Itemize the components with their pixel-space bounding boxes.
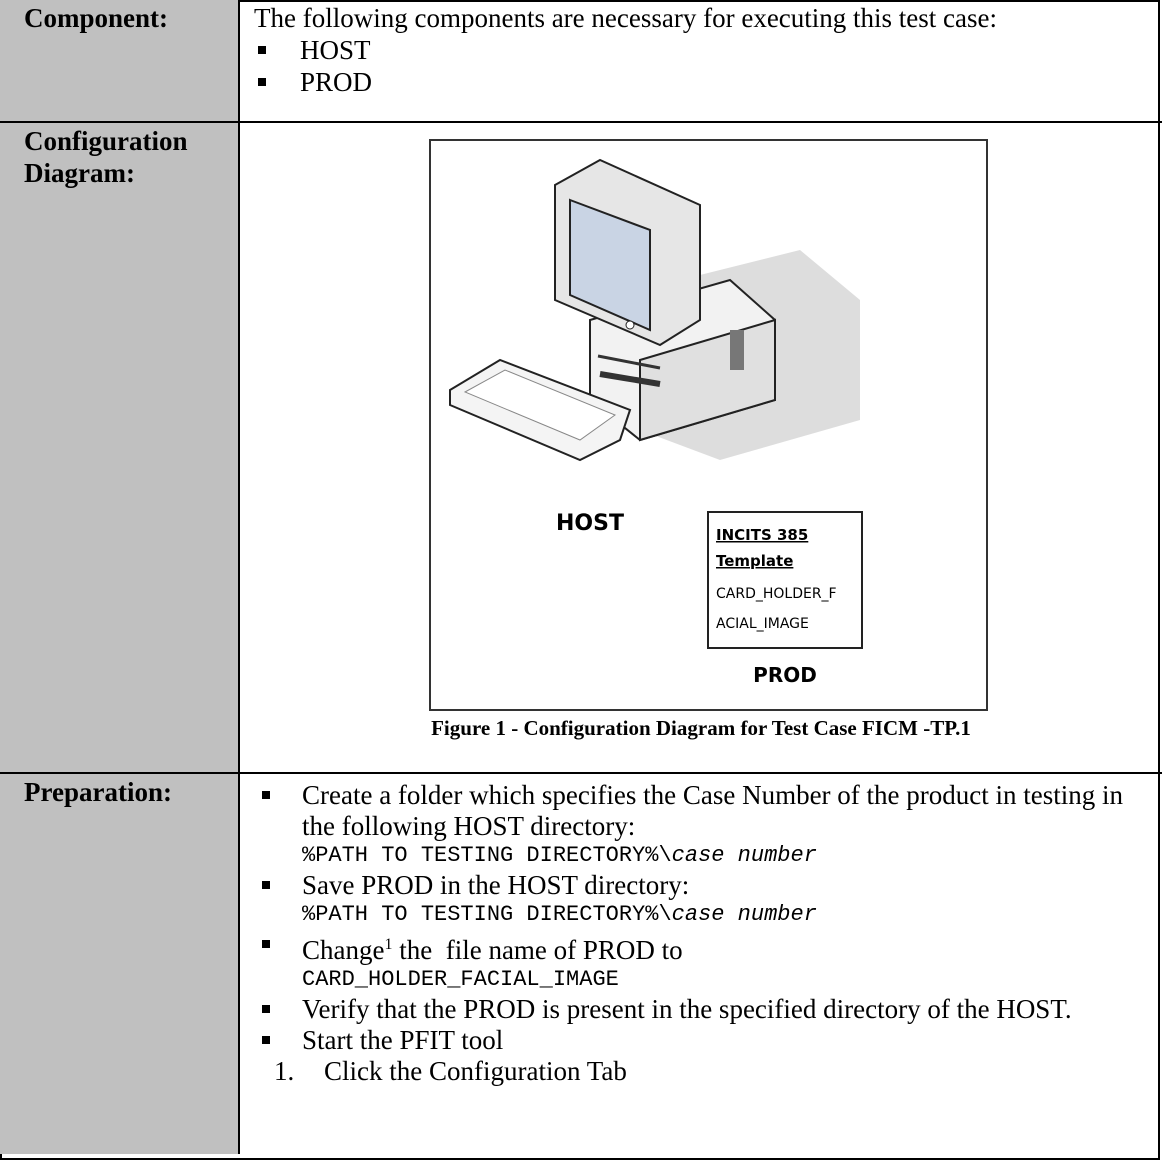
bullet	[258, 78, 266, 86]
prod-line: CARD_HOLDER_F	[716, 586, 837, 602]
bullet-text: Start the PFIT tool	[302, 1025, 504, 1055]
item-text: PROD	[300, 67, 373, 97]
content-cell: The following components are necessary f…	[240, 0, 1162, 98]
label-cell: Preparation:	[0, 774, 240, 1154]
step-number: 1.	[274, 1056, 295, 1086]
row-divider	[0, 772, 1162, 774]
power-button	[625, 320, 635, 330]
prod-box	[707, 511, 863, 649]
drive-slot	[599, 371, 661, 387]
bullet-item: Start the PFIT tool	[256, 1025, 1162, 1056]
code: %PATH TO TESTING DIRECTORY%\	[302, 902, 672, 927]
code-path: %PATH TO TESTING DIRECTORY%\case number	[302, 842, 1162, 870]
prod-line: INCITS 385	[716, 526, 808, 544]
vent	[730, 330, 744, 370]
bullet-item: Verify that the PROD is present in the s…	[256, 994, 1162, 1025]
bullet	[262, 940, 270, 948]
bullet	[262, 881, 270, 889]
prod-line: ACIAL_IMAGE	[716, 616, 809, 632]
figure-caption: Figure 1 - Configuration Diagram for Tes…	[431, 716, 971, 740]
host-label: HOST	[556, 511, 624, 536]
item-text: HOST	[300, 35, 371, 65]
bullet-text: Verify that the PROD is present in the s…	[302, 994, 1072, 1024]
bullet-text: the file name of PROD to	[392, 935, 683, 965]
footnote-ref: 1	[384, 936, 393, 953]
bullet-text: Create a folder which specifies the Case…	[302, 780, 1123, 841]
bullet	[262, 791, 270, 799]
content-cell: Create a folder which specifies the Case…	[240, 778, 1162, 1087]
row-label: Diagram:	[24, 158, 135, 188]
bullet-item: Change1 the file name of PROD to CARD_HOL…	[256, 929, 1162, 994]
bullet-item: PROD	[254, 66, 1162, 98]
prod-line: Template	[716, 552, 793, 570]
diagram: HOST INCITS 385 Template CARD_HOLDER_F A…	[429, 139, 988, 711]
code-path: %PATH TO TESTING DIRECTORY%\case number	[302, 901, 1162, 929]
drive-slot	[597, 354, 661, 370]
bullet	[262, 1036, 270, 1044]
intro: The following components are necessary f…	[254, 3, 998, 33]
bullet-item: Save PROD in the HOST directory: %PATH TO…	[256, 870, 1162, 929]
step-text: Click the Configuration Tab	[324, 1056, 627, 1086]
bullet-item: HOST	[254, 34, 1162, 66]
bullet-text: Save PROD in the HOST directory:	[302, 870, 690, 900]
bullet	[258, 46, 266, 54]
code-italic: case number	[671, 843, 817, 868]
keys	[463, 369, 617, 441]
step: 1. Click the Configuration Tab	[256, 1056, 1162, 1087]
row-label: Configuration	[24, 126, 188, 156]
bullet-text: Change	[302, 935, 385, 965]
prod-label: PROD	[753, 663, 817, 687]
code: CARD_HOLDER_FACIAL_IMAGE	[302, 967, 619, 992]
code: %PATH TO TESTING DIRECTORY%\	[302, 843, 672, 868]
row-label: Preparation:	[24, 777, 172, 807]
label-cell: Component:	[0, 0, 240, 121]
row-label: Component:	[24, 3, 169, 33]
bullet-item: Create a folder which specifies the Case…	[256, 780, 1162, 870]
code-italic: case number	[671, 902, 817, 927]
label-cell: Configuration Diagram:	[0, 123, 240, 772]
bullet	[262, 1005, 270, 1013]
row-divider	[0, 121, 1162, 123]
code-path: CARD_HOLDER_FACIAL_IMAGE	[302, 966, 1162, 994]
item-list: HOST PROD	[254, 34, 1162, 98]
screen	[569, 198, 651, 332]
